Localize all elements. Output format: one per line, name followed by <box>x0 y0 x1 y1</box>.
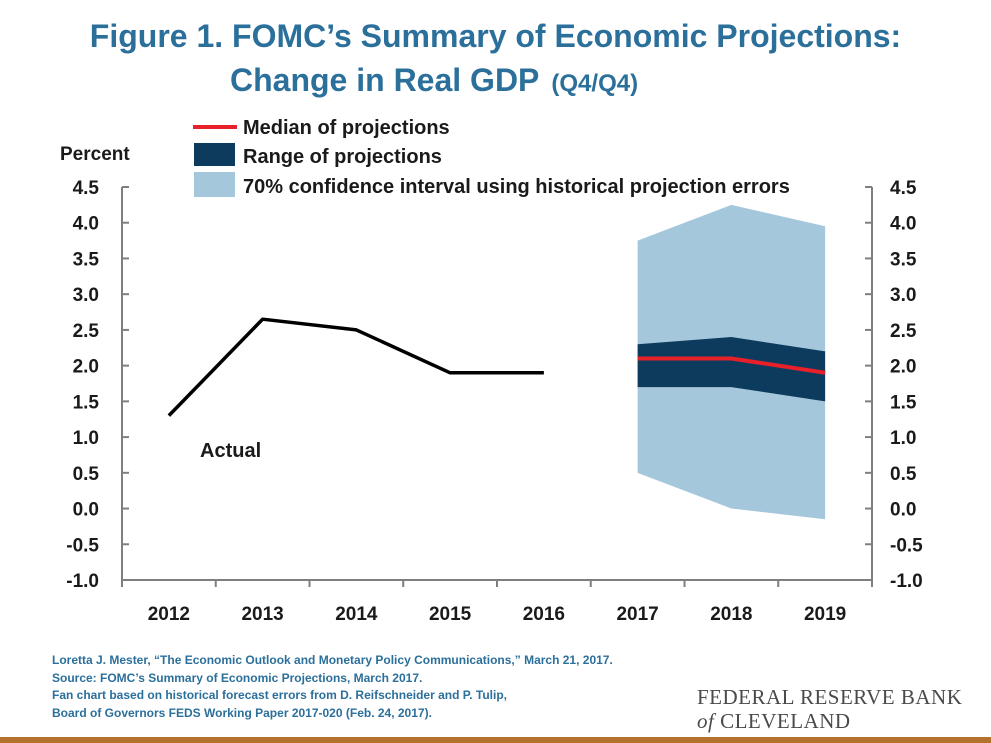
y-tick-label-right: 3.0 <box>890 285 916 306</box>
y-tick-label-left: 2.5 <box>73 321 100 342</box>
y-tick-label-left: 1.0 <box>73 428 99 449</box>
plot-area: 4.5 4.5 4.0 4.0 3.5 3.5 3.0 3.0 2.5 2.5 2.0 2.0 1.5 1… <box>66 178 923 625</box>
subtitle-main: Change in Real GDP <box>230 62 540 98</box>
logo-city: CLEVELAND <box>720 709 851 733</box>
x-tick-label: 2015 <box>429 604 472 625</box>
y-tick-label-right: 3.5 <box>890 249 917 270</box>
y-tick-label-right: 0.0 <box>890 500 916 521</box>
gdp-chart: Median of projections Range of projectio… <box>60 117 923 625</box>
range-band <box>637 337 826 402</box>
x-tick-label: 2018 <box>710 604 752 625</box>
logo-of: of <box>697 709 715 733</box>
bottom-rule <box>0 737 991 743</box>
x-tick-label: 2012 <box>148 604 190 625</box>
y-tick-label-left: 3.5 <box>73 249 100 270</box>
fed-cleveland-logo: FEDERAL RESERVE BANK of CLEVELAND <box>697 685 962 733</box>
legend-range-label: Range of projections <box>243 146 442 168</box>
legend-ci-swatch <box>194 172 235 197</box>
legend-ci-label: 70% confidence interval using historical… <box>243 176 790 198</box>
y-tick-label-right: 0.5 <box>890 464 917 485</box>
x-tick-label: 2016 <box>523 604 565 625</box>
logo-line1: FEDERAL RESERVE BANK <box>697 685 963 709</box>
y-tick-label-left: -0.5 <box>66 535 99 556</box>
legend-median-label: Median of projections <box>243 117 450 139</box>
actual-line <box>167 317 544 417</box>
y-tick-label-right: -1.0 <box>890 571 923 592</box>
y-tick-label-left: 4.5 <box>73 178 100 199</box>
y-tick-label-right: 2.0 <box>890 357 916 378</box>
chart-subtitle: Change in Real GDP (Q4/Q4) <box>230 62 638 99</box>
y-tick-label-right: 2.5 <box>890 321 917 342</box>
y-tick-label-left: 3.0 <box>73 285 99 306</box>
x-tick-label: 2019 <box>804 604 846 625</box>
y-tick-label-left: 0.0 <box>73 500 99 521</box>
footer-citation: Loretta J. Mester, “The Economic Outlook… <box>52 653 613 667</box>
legend: Median of projections Range of projectio… <box>193 117 790 198</box>
legend-range-swatch <box>194 143 235 166</box>
y-tick-label-right: 4.0 <box>890 214 916 235</box>
footer-note-2: Board of Governors FEDS Working Paper 20… <box>52 705 432 720</box>
y-tick-label-right: -0.5 <box>890 535 923 556</box>
y-tick-label-right: 4.5 <box>890 178 917 199</box>
logo-line2: of CLEVELAND <box>697 709 962 733</box>
chart-title: Figure 1. FOMC’s Summary of Economic Pro… <box>89 18 902 54</box>
y-tick-label-right: 1.0 <box>890 428 916 449</box>
y-tick-label-left: 4.0 <box>73 214 99 235</box>
x-tick-label: 2013 <box>241 604 283 625</box>
actual-label: Actual <box>200 440 261 462</box>
x-tick-label: 2017 <box>616 604 658 625</box>
footer-source: Source: FOMC’s Summary of Economic Proje… <box>52 670 423 685</box>
y-axis-label: Percent <box>60 144 130 165</box>
y-tick-label-left: 2.0 <box>73 357 99 378</box>
footer-note-1: Fan chart based on historical forecast e… <box>52 688 508 702</box>
y-tick-label-left: -1.0 <box>66 571 99 592</box>
x-tick-label: 2014 <box>335 604 378 625</box>
subtitle-suffix: (Q4/Q4) <box>551 70 639 97</box>
y-tick-label-left: 0.5 <box>73 464 100 485</box>
y-tick-label-right: 1.5 <box>890 392 917 413</box>
median-line <box>637 356 826 375</box>
footer-notes: Loretta J. Mester, “The Economic Outlook… <box>52 652 613 722</box>
y-tick-label-left: 1.5 <box>73 392 100 413</box>
